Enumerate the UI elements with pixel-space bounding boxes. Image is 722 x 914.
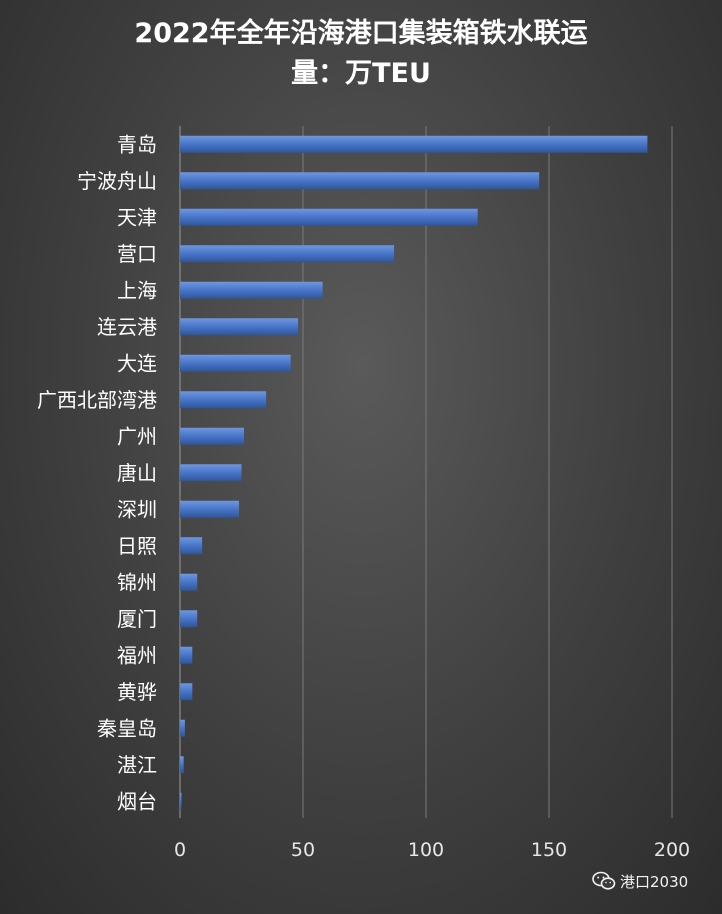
chart-title: 2022年全年沿海港口集装箱铁水联运 量：万TEU — [0, 14, 722, 94]
watermark-text: 港口2030 — [620, 872, 689, 891]
bar — [180, 135, 648, 153]
category-label: 宁波舟山 — [77, 169, 157, 193]
bar — [180, 610, 198, 628]
wechat-icon — [592, 871, 616, 890]
bar — [180, 318, 299, 336]
category-label: 黄骅 — [117, 680, 157, 704]
bar — [180, 391, 267, 409]
category-label: 连云港 — [97, 315, 157, 339]
bar — [180, 464, 242, 482]
category-label: 上海 — [117, 278, 157, 302]
category-label: 唐山 — [117, 461, 157, 485]
category-label: 深圳 — [117, 497, 157, 521]
bar — [180, 792, 182, 810]
bar — [180, 427, 244, 445]
bar — [180, 646, 193, 664]
bar — [180, 573, 198, 591]
category-label: 大连 — [117, 351, 157, 375]
bar — [180, 500, 240, 518]
x-tick-label: 0 — [174, 839, 186, 861]
category-label: 湛江 — [117, 753, 157, 777]
category-label: 福州 — [117, 643, 157, 667]
category-label: 日照 — [117, 534, 157, 558]
bar — [180, 281, 323, 299]
category-label: 营口 — [117, 242, 157, 266]
bar — [180, 719, 185, 737]
x-tick-label: 200 — [654, 839, 690, 861]
category-label: 天津 — [117, 205, 157, 229]
category-label: 广州 — [117, 424, 157, 448]
category-label: 广西北部湾港 — [37, 388, 157, 412]
bar — [180, 756, 184, 774]
watermark: 港口2030 — [592, 868, 688, 894]
chart-title-line-1: 2022年全年沿海港口集装箱铁水联运 — [134, 18, 588, 49]
category-label: 厦门 — [117, 607, 157, 631]
x-tick-label: 100 — [408, 839, 444, 861]
bar — [180, 172, 540, 190]
x-tick-label: 50 — [291, 839, 315, 861]
bar — [180, 683, 193, 701]
category-label: 秦皇岛 — [97, 716, 157, 740]
category-label: 青岛 — [117, 132, 157, 156]
category-label: 锦州 — [117, 570, 157, 594]
category-label: 烟台 — [117, 789, 157, 813]
bar — [180, 537, 203, 555]
bar — [180, 354, 291, 372]
bar — [180, 245, 395, 263]
bar — [180, 208, 478, 226]
chart-title-line-2: 量：万TEU — [291, 58, 431, 89]
x-tick-label: 150 — [531, 839, 567, 861]
